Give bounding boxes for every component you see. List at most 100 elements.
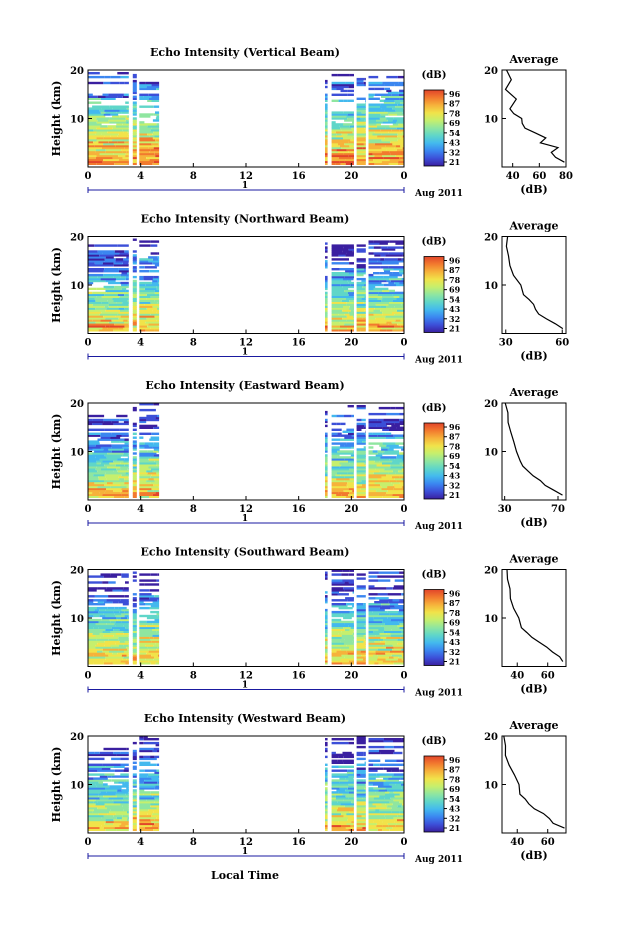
heatmap-cell — [356, 803, 366, 806]
heatmap-cell — [377, 450, 385, 453]
heatmap-cell — [399, 89, 404, 93]
heatmap-cell — [376, 824, 383, 828]
heatmap-cell — [378, 156, 384, 160]
heatmap-cell — [151, 148, 160, 152]
heatmap-cell — [325, 662, 328, 665]
heatmap-cell — [325, 266, 328, 269]
heatmap-cell — [331, 656, 345, 659]
heatmap-cell — [360, 117, 366, 120]
heatmap-cell — [356, 142, 364, 146]
heatmap-cell — [378, 644, 384, 647]
heatmap-cell — [100, 434, 117, 437]
heatmap-cell — [368, 650, 376, 653]
heatmap-cell — [132, 315, 137, 318]
side-y-tick-label: 10 — [484, 281, 498, 292]
heatmap-cell — [113, 489, 123, 493]
heatmap-cell — [132, 107, 137, 110]
heatmap-cell — [351, 820, 354, 824]
heatmap-cell — [139, 779, 144, 782]
heatmap-cell — [88, 414, 105, 418]
heatmap-cell — [88, 636, 101, 639]
heatmap-cell — [120, 818, 127, 822]
heatmap-cell — [102, 650, 109, 653]
heatmap-cell — [112, 652, 118, 655]
heatmap-cell — [325, 595, 328, 598]
heatmap-cell — [356, 150, 366, 154]
heatmap-cell — [115, 260, 129, 263]
heatmap-cell — [399, 281, 404, 285]
heatmap-cell — [395, 105, 404, 108]
heatmap-cell — [368, 412, 387, 416]
heatmap-cell — [125, 472, 129, 475]
heatmap-cell — [356, 654, 362, 657]
heatmap-cell — [368, 824, 377, 828]
heatmap-cell — [401, 277, 404, 281]
heatmap-cell — [121, 272, 128, 275]
heatmap-cell — [99, 491, 105, 495]
heatmap-cell — [397, 638, 404, 641]
heatmap-cell — [119, 428, 129, 431]
heatmap-cell — [402, 446, 404, 449]
colorbar-tick-label: 54 — [449, 294, 461, 304]
heatmap-cell — [126, 779, 129, 782]
heatmap-cell — [356, 244, 366, 247]
heatmap-cell — [368, 470, 380, 473]
heatmap-cell — [352, 489, 354, 493]
heatmap-cell — [118, 648, 128, 651]
heatmap-cell — [132, 795, 137, 798]
heatmap-cell — [88, 470, 98, 473]
heatmap-cell — [132, 820, 137, 824]
heatmap-cell — [126, 121, 129, 124]
heatmap-cell — [88, 434, 101, 437]
heatmap-cell — [365, 783, 366, 786]
heatmap-cell — [121, 493, 129, 496]
heatmap-cell — [153, 275, 159, 279]
side-frame — [501, 402, 567, 501]
heatmap-cell — [121, 822, 129, 826]
heatmap-cell — [331, 158, 346, 162]
heatmap-cell — [139, 456, 151, 459]
heatmap-cell — [132, 751, 137, 755]
heatmap-cell — [125, 152, 129, 156]
heatmap-cell — [93, 599, 107, 602]
heatmap-cell — [395, 154, 403, 158]
heatmap-cell — [132, 144, 137, 148]
heatmap-cell — [331, 779, 349, 782]
heatmap-cell — [341, 133, 348, 136]
heatmap-cell — [88, 803, 96, 806]
heatmap-cell — [368, 125, 377, 128]
side-unit: (dB) — [520, 683, 547, 696]
heatmap-cell — [150, 481, 160, 485]
heatmap-cell — [111, 444, 129, 447]
panel-title: Echo Intensity (Eastward Beam) — [145, 379, 344, 392]
heatmap-cell — [104, 640, 120, 643]
heatmap-cell — [132, 152, 137, 156]
heatmap-cell — [378, 785, 392, 788]
heatmap-cell — [394, 260, 404, 263]
heatmap-cell — [325, 119, 328, 122]
heatmap-cell — [101, 311, 119, 314]
heatmap-cell — [155, 154, 160, 158]
heatmap-cell — [110, 808, 124, 812]
heatmap-cell — [157, 795, 160, 798]
heatmap-cell — [150, 456, 160, 459]
profile-line — [505, 236, 564, 330]
heatmap-cell — [115, 620, 122, 624]
heatmap-cell — [391, 129, 400, 132]
heatmap-cell — [110, 81, 120, 85]
heatmap-cell — [356, 287, 365, 291]
heatmap-cell — [399, 272, 404, 275]
heatmap-cell — [341, 146, 352, 150]
heatmap-cell — [111, 747, 127, 751]
heatmap-cell — [325, 264, 328, 267]
heatmap-cell — [122, 603, 128, 606]
heatmap-cell — [368, 614, 381, 618]
heatmap-cell — [331, 634, 342, 637]
heatmap-cell — [347, 99, 354, 102]
heatmap-cell — [88, 460, 97, 463]
heatmap-cell — [331, 131, 336, 134]
heatmap-cell — [118, 307, 125, 310]
heatmap-cell — [379, 279, 387, 283]
heatmap-cell — [393, 662, 404, 665]
y-axis-label: Height (km) — [50, 747, 63, 823]
